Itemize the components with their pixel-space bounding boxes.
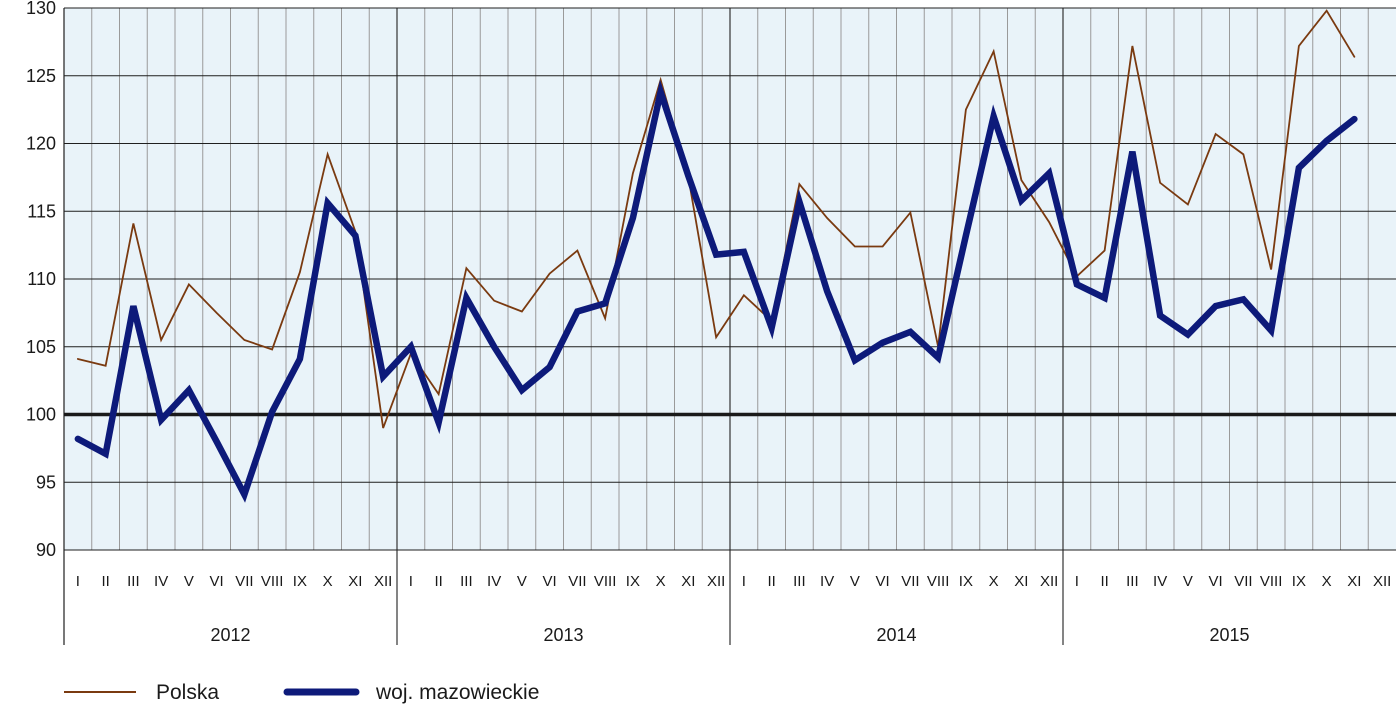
x-tick-label: IV	[154, 573, 168, 590]
x-tick-label: X	[656, 573, 666, 590]
x-tick-label: IX	[959, 573, 973, 590]
x-tick-label: IX	[1292, 573, 1306, 590]
x-tick-label: V	[184, 573, 194, 590]
grid	[63, 7, 1396, 645]
x-tick-label: X	[323, 573, 333, 590]
x-tick-label: II	[101, 573, 109, 590]
x-tick-label: V	[850, 573, 860, 590]
x-tick-label: VIII	[261, 573, 284, 590]
x-tick-label: I	[1075, 573, 1079, 590]
x-tick-label: VI	[543, 573, 557, 590]
x-axis-ticks: I II III IV V VI VII VIII IX X XI XII I II III IV V VI VII…	[76, 573, 1392, 645]
x-tick-label: VII	[568, 573, 586, 590]
x-tick-label: I	[76, 573, 80, 590]
x-tick-label: VIII	[594, 573, 617, 590]
x-tick-label: VIII	[1260, 573, 1283, 590]
x-tick-label: VII	[1234, 573, 1252, 590]
x-tick-label: IX	[626, 573, 640, 590]
year-label: 2014	[876, 625, 916, 645]
x-tick-label: VIII	[927, 573, 950, 590]
y-tick-label: 100	[26, 405, 56, 425]
x-tick-label: VI	[1209, 573, 1223, 590]
x-tick-label: IV	[487, 573, 501, 590]
x-tick-label: VII	[901, 573, 919, 590]
x-tick-label: V	[1183, 573, 1193, 590]
y-axis-ticks: 90 95 100 105 110 115 120 125 130	[26, 0, 56, 560]
x-tick-label: VI	[210, 573, 224, 590]
series-line-polska	[76, 9, 1356, 429]
x-tick-label: III	[793, 573, 806, 590]
x-tick-label: IX	[293, 573, 307, 590]
x-tick-label: XI	[1014, 573, 1028, 590]
y-tick-label: 120	[26, 134, 56, 154]
x-tick-label: XII	[374, 573, 392, 590]
x-tick-label: XII	[707, 573, 725, 590]
y-tick-label: 90	[36, 540, 56, 560]
x-tick-label: VI	[876, 573, 890, 590]
x-tick-label: XII	[1040, 573, 1058, 590]
x-tick-label: V	[517, 573, 527, 590]
x-tick-label: XII	[1373, 573, 1391, 590]
y-tick-label: 105	[26, 337, 56, 357]
y-tick-label: 95	[36, 472, 56, 492]
series-line-mazowieckie	[74, 79, 1358, 503]
x-tick-label: VII	[235, 573, 253, 590]
legend: Polska woj. mazowieckie	[64, 681, 539, 704]
y-tick-label: 130	[26, 0, 56, 18]
year-label: 2015	[1209, 625, 1249, 645]
x-tick-label: XI	[1347, 573, 1361, 590]
x-tick-label: IV	[820, 573, 834, 590]
x-tick-label: III	[1126, 573, 1139, 590]
y-tick-label: 115	[27, 201, 56, 221]
year-label: 2013	[543, 625, 583, 645]
x-tick-label: IV	[1153, 573, 1167, 590]
x-tick-label: II	[767, 573, 775, 590]
x-tick-label: II	[434, 573, 442, 590]
x-tick-label: XI	[681, 573, 695, 590]
x-tick-label: X	[989, 573, 999, 590]
legend-label-mazowieckie: woj. mazowieckie	[375, 681, 539, 704]
y-tick-label: 110	[27, 269, 56, 289]
x-tick-label: III	[460, 573, 473, 590]
year-label: 2012	[210, 625, 250, 645]
x-tick-label: XI	[348, 573, 362, 590]
x-tick-label: II	[1100, 573, 1108, 590]
x-tick-label: I	[409, 573, 413, 590]
legend-label-polska: Polska	[156, 681, 219, 704]
x-tick-label: X	[1322, 573, 1332, 590]
y-tick-label: 125	[26, 66, 56, 86]
series-lines	[74, 9, 1358, 503]
x-tick-label: III	[127, 573, 140, 590]
x-tick-label: I	[742, 573, 746, 590]
